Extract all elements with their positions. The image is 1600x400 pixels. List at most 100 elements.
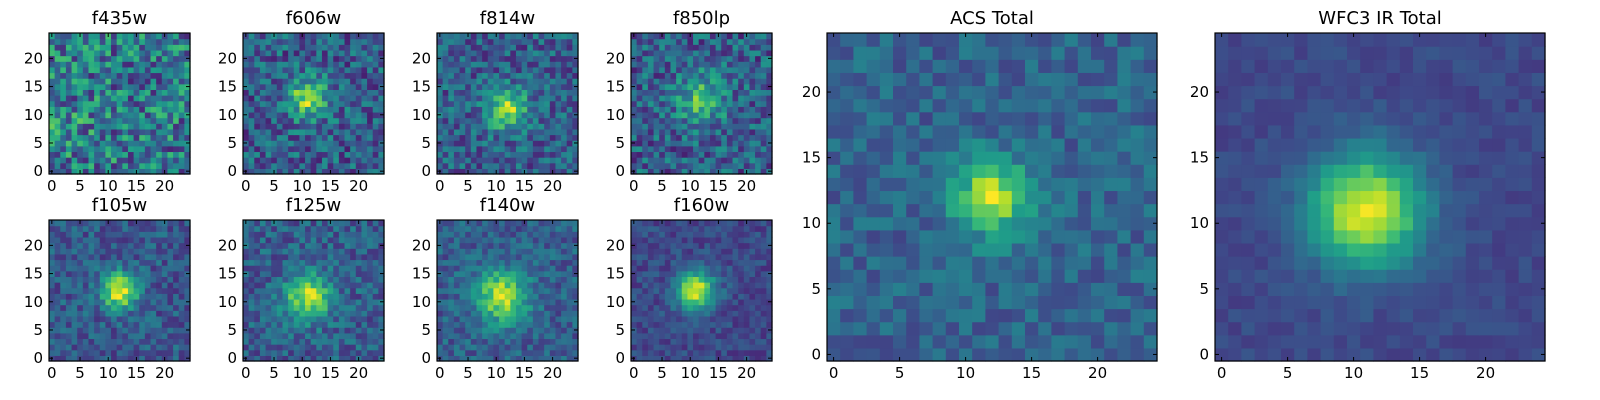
heatmap-cell	[693, 310, 700, 317]
heatmap-cell	[82, 78, 90, 85]
heatmap-cell	[726, 83, 734, 90]
heatmap-cell	[493, 123, 500, 130]
heatmap-cell	[442, 83, 449, 90]
heatmap-cell	[544, 310, 551, 317]
heatmap-cell	[361, 44, 368, 51]
heatmap-cell	[293, 287, 300, 294]
heatmap-cell	[437, 61, 444, 68]
heatmap-cell	[510, 270, 517, 277]
heatmap-cell	[448, 44, 455, 51]
heatmap-cell	[442, 315, 449, 323]
heatmap-cell	[310, 248, 317, 255]
heatmap-cell	[355, 61, 363, 68]
heatmap-cell	[305, 44, 312, 51]
heatmap-cell	[515, 265, 523, 272]
heatmap-cell	[453, 33, 461, 40]
heatmap-cell	[549, 344, 557, 351]
heatmap-cell	[355, 265, 363, 272]
heatmap-cell	[293, 293, 300, 300]
heatmap-cell	[499, 242, 506, 249]
heatmap-cell	[465, 293, 472, 300]
heatmap-cell	[88, 349, 95, 356]
heatmap-cell	[254, 33, 261, 40]
heatmap-cell	[71, 83, 78, 90]
heatmap-cell	[321, 276, 329, 283]
heatmap-cell	[327, 162, 334, 169]
heatmap-cell	[54, 236, 61, 244]
heatmap-cell	[321, 242, 329, 249]
heatmap-cell	[271, 276, 278, 283]
heatmap-cell	[482, 242, 489, 249]
heatmap-cell	[82, 128, 90, 136]
heatmap-cell	[361, 157, 368, 164]
heatmap-cell	[538, 231, 545, 238]
heatmap-cell	[532, 253, 540, 261]
heatmap-cell	[693, 61, 700, 68]
heatmap-cell	[709, 293, 717, 300]
panel-title: f140w	[480, 195, 535, 216]
heatmap-cell	[572, 248, 579, 255]
heatmap-cell	[378, 259, 385, 266]
heatmap-cell	[338, 72, 346, 79]
heatmap-cell	[687, 44, 694, 51]
heatmap-cell	[715, 95, 722, 102]
heatmap-cell	[743, 38, 751, 45]
heatmap-cell	[659, 338, 666, 345]
heatmap-cell	[321, 61, 329, 68]
heatmap-cell	[749, 44, 756, 51]
heatmap-cell	[139, 168, 146, 175]
heatmap-cell	[344, 338, 351, 345]
x-tick-label: 15	[515, 177, 534, 195]
heatmap-cell	[566, 72, 573, 79]
heatmap-cell	[470, 327, 478, 334]
heatmap-cell	[510, 355, 517, 362]
heatmap-cell	[305, 253, 312, 261]
heatmap-cell	[310, 100, 317, 107]
heatmap-cell	[88, 145, 95, 153]
heatmap-cell	[243, 49, 250, 57]
heatmap-cell	[448, 265, 455, 272]
heatmap-cell	[653, 33, 660, 40]
heatmap-cell	[167, 231, 174, 238]
x-tick-label: 20	[543, 364, 562, 382]
heatmap-cell	[647, 111, 655, 119]
heatmap-cell	[99, 55, 106, 62]
heatmap-cell	[515, 293, 523, 300]
heatmap-cell	[344, 282, 351, 289]
heatmap-cell	[276, 134, 284, 141]
heatmap-cell	[288, 33, 295, 40]
heatmap-cell	[288, 220, 295, 227]
heatmap-cell	[681, 282, 688, 289]
heatmap-cell	[350, 253, 357, 261]
heatmap-cell	[448, 338, 455, 345]
heatmap-cell	[749, 123, 756, 130]
heatmap-cell	[676, 89, 683, 96]
heatmap-cell	[749, 111, 756, 119]
heatmap-cell	[760, 344, 767, 351]
heatmap-cell	[726, 123, 734, 130]
heatmap-cell	[271, 248, 278, 255]
heatmap-cell	[259, 276, 267, 283]
heatmap-cell	[493, 66, 500, 74]
heatmap-cell	[664, 151, 672, 158]
heatmap-cell	[561, 38, 568, 45]
heatmap-cell	[316, 349, 323, 356]
heatmap-cell	[71, 315, 78, 323]
heatmap-cell	[726, 49, 734, 57]
heatmap-cell	[350, 134, 357, 141]
heatmap-cell	[538, 253, 545, 261]
heatmap-cell	[327, 38, 334, 45]
heatmap-cell	[738, 344, 745, 351]
heatmap-cell	[453, 248, 461, 255]
heatmap-cell	[442, 61, 449, 68]
heatmap-cell	[150, 83, 157, 90]
heatmap-cell	[265, 220, 272, 227]
x-tick-label: 15	[127, 364, 146, 382]
heatmap-cell	[310, 344, 317, 351]
heatmap-cell	[82, 123, 90, 130]
heatmap-cell	[487, 225, 494, 232]
heatmap-cell	[378, 44, 385, 51]
heatmap-cell	[77, 270, 84, 277]
heatmap-cell	[173, 33, 180, 40]
heatmap-cell	[437, 332, 444, 340]
